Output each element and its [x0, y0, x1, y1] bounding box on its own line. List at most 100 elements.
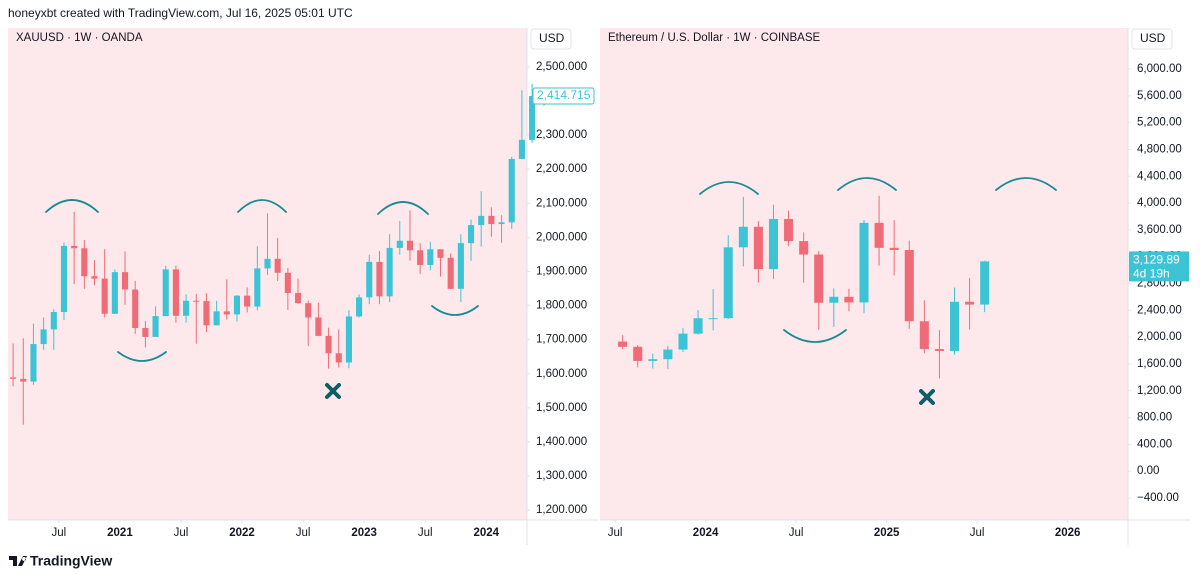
candle-body	[678, 333, 688, 350]
candle-body	[768, 218, 779, 270]
x-tick-label: Jul	[296, 527, 311, 539]
candle-body	[498, 222, 505, 225]
price-tag-label: 2,414.715	[537, 88, 591, 102]
currency-box	[1131, 28, 1173, 50]
x-tick-label: Jul	[174, 527, 189, 539]
x-tick-label: 2024	[693, 527, 719, 539]
candle-body	[335, 353, 342, 363]
candle-body	[708, 318, 718, 320]
candle-body	[152, 316, 159, 337]
candle-body	[315, 317, 322, 336]
y-tick-label: 800.00	[1137, 412, 1172, 424]
y-tick-label: 4,400.00	[1137, 170, 1182, 182]
candle-body	[508, 158, 515, 223]
candle-body	[40, 329, 47, 345]
candle-body	[980, 261, 990, 305]
y-tick-label: 0.00	[1137, 465, 1159, 477]
x-mark	[919, 389, 935, 405]
candle-body	[949, 301, 960, 351]
candle-body	[101, 278, 108, 314]
drawings	[45, 177, 1057, 405]
candle-body	[829, 296, 839, 303]
y-tick-label: 2,200.000	[536, 163, 587, 175]
candle-body	[457, 243, 464, 289]
candle-body	[193, 300, 200, 302]
y-tick-label: 1,500.000	[536, 402, 587, 414]
y-tick-label: 2,500.000	[536, 61, 587, 73]
candle-body	[305, 303, 312, 318]
candle-body	[844, 296, 854, 303]
candle-body	[753, 226, 763, 270]
y-tick-label: 1,600.00	[1137, 358, 1182, 370]
panels: XAUUSD · 1W · OANDA USD 1,200.000 1,300.000…	[8, 28, 1190, 545]
candle-body	[345, 316, 352, 363]
arc	[783, 329, 847, 343]
y-tick-label: 3,600.00	[1137, 224, 1182, 236]
candle-body	[376, 261, 383, 297]
arc	[431, 305, 479, 316]
candle-body	[91, 276, 98, 279]
y-tick-label: 1,200.00	[1137, 385, 1182, 397]
x-tick-label: Jul	[418, 527, 433, 539]
y-tick-label: 1,200.000	[536, 504, 587, 516]
arc	[45, 199, 99, 213]
candle-body	[284, 272, 291, 293]
candle-body	[648, 359, 658, 361]
candle-body	[488, 215, 495, 225]
candle-body	[81, 248, 88, 277]
candle-body	[356, 297, 363, 317]
candle-body	[71, 245, 78, 249]
currency-box	[530, 28, 572, 50]
candle-body	[427, 249, 434, 265]
candle-body	[162, 269, 169, 317]
currency-label: USD	[1140, 31, 1166, 45]
candle-body	[437, 249, 444, 258]
x-mark	[325, 383, 341, 399]
candle-body	[366, 261, 373, 298]
candle-body	[254, 268, 261, 307]
candle-body	[618, 341, 628, 347]
x-tick-label: 2026	[1055, 527, 1081, 539]
candle-body	[814, 254, 824, 303]
price-tag	[532, 87, 595, 105]
x-tick-label: 2023	[351, 527, 377, 539]
candle-body	[30, 344, 37, 382]
y-tick-label: 2,400.00	[1137, 304, 1182, 316]
candle-body	[738, 226, 748, 248]
candle-body	[132, 289, 139, 329]
candle-body	[213, 311, 220, 326]
x-tick-label: Jul	[789, 527, 804, 539]
candle-body	[467, 225, 475, 244]
arc	[377, 201, 429, 215]
arc	[117, 351, 167, 362]
y-tick-label: 2,000.000	[536, 231, 587, 243]
candle-body	[447, 257, 454, 289]
arc	[699, 181, 759, 195]
y-tick-label: 1,600.000	[536, 368, 587, 380]
candle-body	[111, 272, 118, 314]
candle-body	[203, 301, 210, 326]
y-tick-label: 5,600.00	[1137, 90, 1182, 102]
candle-body	[784, 218, 794, 242]
candle-body	[478, 215, 485, 226]
x-tick-label: 2025	[874, 527, 900, 539]
candle-body	[121, 272, 129, 290]
candle-body	[693, 318, 703, 334]
candle-body	[919, 321, 929, 350]
candle-body	[10, 377, 17, 379]
candle-body	[183, 300, 190, 316]
x-tick-label: 2021	[107, 527, 133, 539]
chart-panel: XAUUSD · 1W · OANDA USD 1,200.000 1,300.000…	[8, 28, 598, 545]
candle-body	[223, 311, 230, 315]
chart-title: Ethereum / U.S. Dollar · 1W · COINBASE	[608, 32, 820, 44]
candle-body	[904, 250, 914, 322]
y-tick-label: 1,800.000	[536, 300, 587, 312]
y-tick-label: 1,300.000	[536, 470, 587, 482]
arc	[237, 199, 287, 213]
candle-body	[859, 222, 869, 303]
candle-body	[406, 240, 414, 251]
candle-body	[874, 222, 884, 248]
candle-body	[142, 328, 149, 337]
candle-body	[396, 240, 403, 248]
candle-body	[60, 245, 68, 313]
